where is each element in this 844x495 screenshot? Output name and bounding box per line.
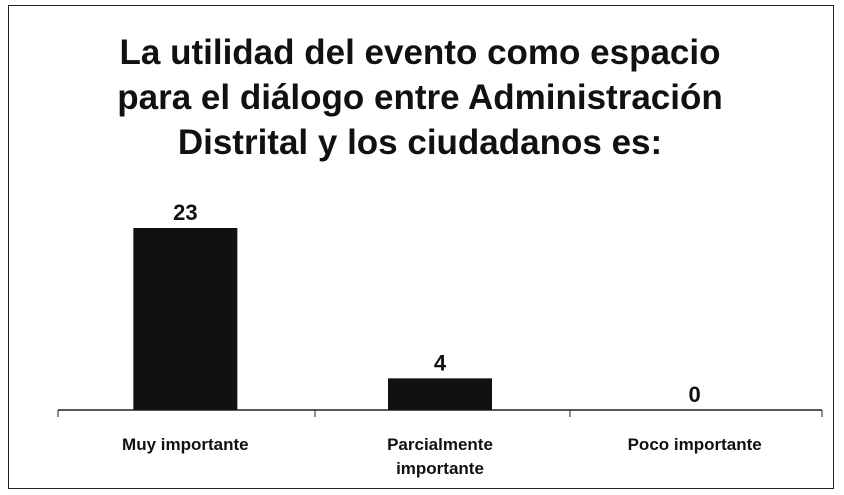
bar xyxy=(388,378,492,410)
value-label: 23 xyxy=(173,200,197,225)
x-tick-label: Poco importante xyxy=(627,435,762,454)
bar xyxy=(133,228,238,410)
x-tick-label: Parcialmente importante xyxy=(387,435,493,478)
chart-frame xyxy=(8,5,834,489)
chart-title: La utilidad del evento como espacio para… xyxy=(117,33,723,162)
value-label: 4 xyxy=(434,350,447,375)
x-tick-label: Muy importante xyxy=(122,435,249,454)
value-label: 0 xyxy=(689,382,701,407)
